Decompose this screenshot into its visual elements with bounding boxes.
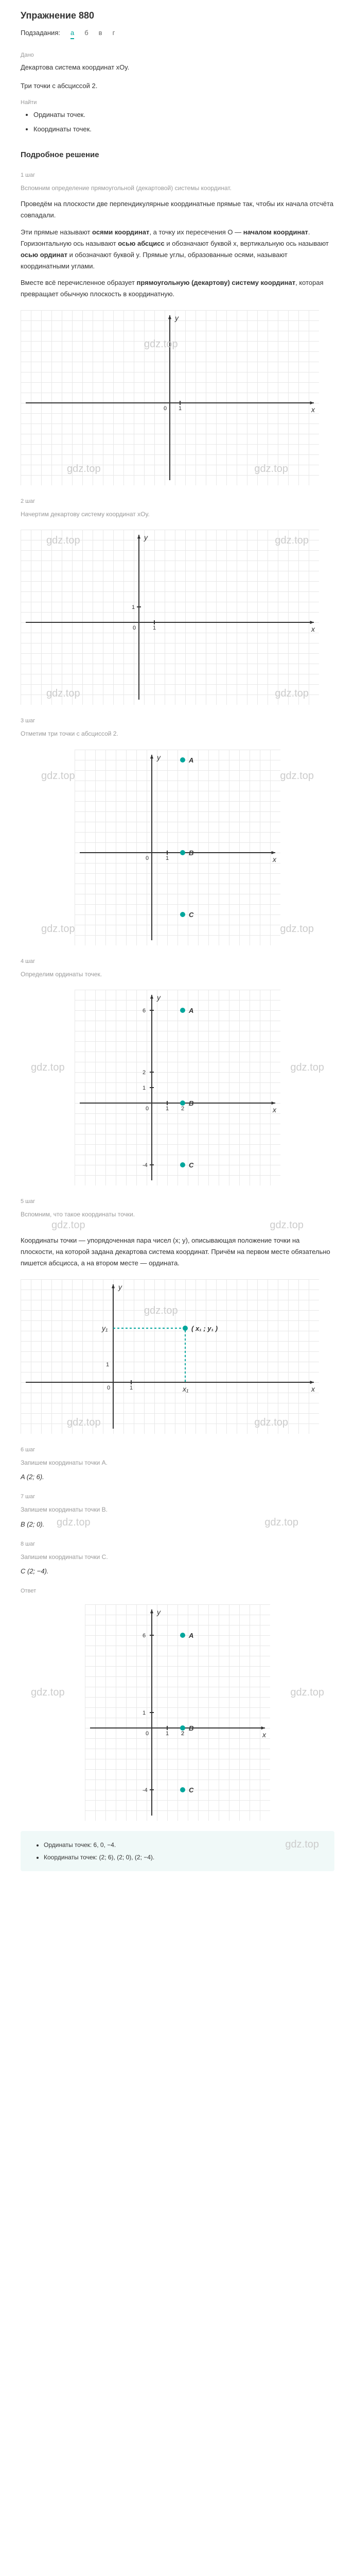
svg-text:B: B: [189, 1099, 193, 1107]
svg-text:B: B: [189, 1724, 193, 1732]
find-label: Найти: [21, 99, 334, 106]
solution-paragraph: Проведём на плоскости две перпендикулярн…: [21, 198, 334, 221]
subtask-b[interactable]: б: [84, 29, 88, 39]
solution-paragraph: Вместе всё перечисленное образует прямоу…: [21, 277, 334, 300]
svg-text:1: 1: [179, 405, 182, 412]
graph-2: gdz.top gdz.top gdz.top gdz.top xy011: [21, 530, 334, 705]
graph-1: gdz.top gdz.top gdz.top xy01: [21, 310, 334, 485]
svg-text:x: x: [272, 855, 277, 863]
subtask-d[interactable]: г: [113, 29, 115, 39]
svg-text:6: 6: [143, 1633, 146, 1639]
svg-text:1: 1: [106, 1362, 109, 1368]
graph-3: gdz.top gdz.top gdz.top gdz.top xy01ABC: [21, 750, 334, 945]
svg-text:x: x: [262, 1731, 267, 1739]
coord-b: B (2; 0).: [21, 1520, 334, 1528]
step-label: 7 шаг: [21, 1494, 334, 1500]
svg-text:y₁: y₁: [101, 1324, 108, 1332]
find-list: Ординаты точек. Координаты точек.: [21, 110, 334, 135]
subtask-tabs: Подзадания: а б в г: [21, 29, 334, 39]
answer-label: Ответ: [21, 1588, 334, 1594]
svg-text:1: 1: [166, 1731, 169, 1737]
step-hint: Начертим декартову систему координат xOy…: [21, 510, 334, 519]
svg-text:y: y: [156, 1608, 161, 1616]
step-hint: Вспомним, что такое координаты точки.: [21, 1210, 334, 1219]
step-label: 5 шаг: [21, 1198, 334, 1205]
step-label: 6 шаг: [21, 1447, 334, 1453]
svg-text:1: 1: [130, 1385, 133, 1391]
step-hint: Отметим три точки с абсциссой 2.: [21, 729, 334, 739]
coord-c: C (2; −4).: [21, 1567, 334, 1575]
svg-text:0: 0: [107, 1385, 110, 1391]
solution-paragraph: Эти прямые называют осями координат, а т…: [21, 227, 334, 272]
svg-text:1: 1: [153, 625, 156, 631]
given-text-1: Декартова система координат xOy.: [21, 62, 334, 73]
svg-text:y: y: [174, 314, 179, 322]
svg-text:1: 1: [132, 604, 135, 611]
graph-6: gdz.top gdz.top xy01ABC61-422: [21, 1604, 334, 1821]
subtask-c[interactable]: в: [99, 29, 102, 39]
step-label: 1 шаг: [21, 172, 334, 178]
svg-text:x: x: [311, 405, 315, 414]
step-label: 8 шаг: [21, 1541, 334, 1547]
step-hint: Определим ординаты точек.: [21, 970, 334, 979]
coord-a: A (2; 6).: [21, 1473, 334, 1481]
svg-text:-4: -4: [143, 1787, 148, 1793]
svg-text:C: C: [189, 1786, 194, 1794]
step-label: 3 шаг: [21, 718, 334, 724]
svg-text:6: 6: [143, 1008, 146, 1014]
svg-text:-4: -4: [143, 1162, 148, 1168]
find-item: Ординаты точек.: [33, 110, 334, 121]
exercise-title: Упражнение 880: [21, 10, 334, 21]
svg-text:C: C: [189, 911, 194, 919]
svg-text:B: B: [189, 849, 193, 857]
svg-text:2: 2: [181, 1106, 184, 1112]
find-item: Координаты точек.: [33, 124, 334, 135]
solution-title: Подробное решение: [21, 150, 334, 159]
svg-text:1: 1: [166, 1106, 169, 1112]
given-label: Дано: [21, 52, 334, 58]
svg-text:A: A: [188, 1007, 193, 1014]
answer-box: gdz.top Ординаты точек: 6, 0, −4. Коорди…: [21, 1831, 334, 1871]
svg-text:1: 1: [166, 855, 169, 861]
svg-text:2: 2: [181, 1731, 184, 1737]
subtask-label: Подзадания:: [21, 29, 60, 39]
svg-text:2: 2: [143, 1070, 146, 1076]
svg-text:x: x: [272, 1106, 277, 1114]
svg-text:x₁: x₁: [182, 1385, 189, 1393]
step-label: 4 шаг: [21, 958, 334, 964]
step-hint: Запишем координаты точки C.: [21, 1552, 334, 1562]
graph-4: gdz.top gdz.top xy01ABC612-42: [21, 990, 334, 1185]
answer-line: Ординаты точек: 6, 0, −4.: [44, 1839, 322, 1851]
svg-text:0: 0: [133, 625, 136, 631]
svg-text:A: A: [188, 1632, 193, 1639]
svg-text:1: 1: [143, 1085, 146, 1091]
solution-paragraph: Координаты точки — упорядоченная пара чи…: [21, 1235, 334, 1269]
subtask-a[interactable]: а: [70, 29, 74, 39]
svg-text:y: y: [156, 993, 161, 1002]
svg-text:x: x: [311, 1385, 315, 1393]
svg-text:y: y: [144, 533, 148, 541]
svg-text:1: 1: [143, 1710, 146, 1716]
svg-text:0: 0: [146, 1106, 149, 1112]
svg-text:x: x: [311, 625, 315, 633]
svg-text:0: 0: [164, 405, 167, 412]
step-label: 2 шаг: [21, 498, 334, 504]
step-hint: Запишем координаты точки A.: [21, 1458, 334, 1468]
step-hint: Вспомним определение прямоугольной (дека…: [21, 183, 334, 193]
given-text-2: Три точки с абсциссой 2.: [21, 81, 334, 92]
svg-text:0: 0: [146, 1731, 149, 1737]
answer-line: Координаты точек: (2; 6), (2; 0), (2; −4…: [44, 1851, 322, 1863]
svg-text:y: y: [118, 1283, 122, 1291]
svg-text:A: A: [188, 756, 193, 764]
svg-text:C: C: [189, 1161, 194, 1169]
svg-text:( x₁ ; y₁ ): ( x₁ ; y₁ ): [191, 1325, 218, 1332]
graph-5: gdz.top gdz.top gdz.top xy01( x₁ ; y₁ )y…: [21, 1279, 334, 1434]
svg-text:0: 0: [146, 855, 149, 861]
step-hint: Запишем координаты точки B.: [21, 1505, 334, 1515]
svg-text:y: y: [156, 753, 161, 761]
